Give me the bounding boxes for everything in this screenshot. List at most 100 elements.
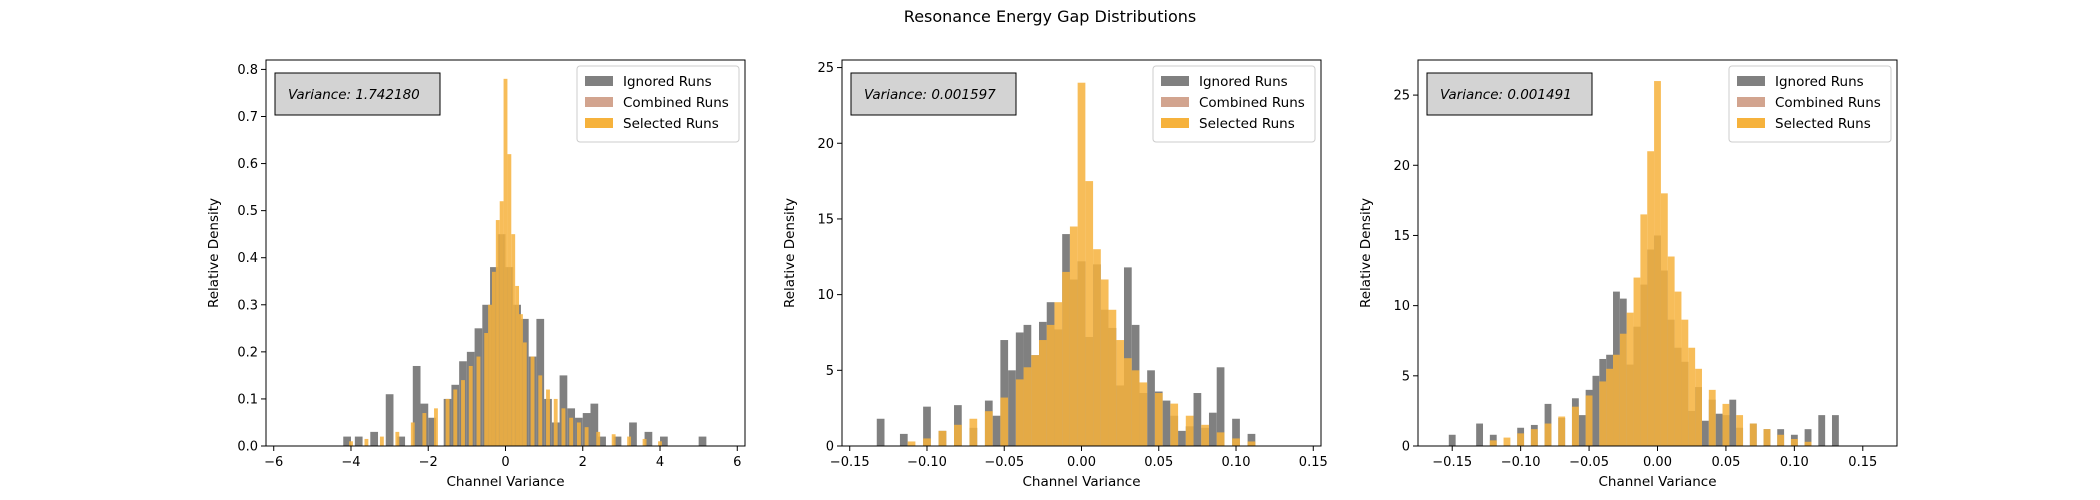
selected-bar <box>1216 432 1225 446</box>
selected-bar <box>938 430 947 446</box>
x-tick-label: 0.00 <box>1067 455 1096 470</box>
x-tick-label: 0.00 <box>1643 455 1672 470</box>
chart-panel-2: −0.15 −0.10 −0.05 0.00 0.05 0.10 0.15 0 5 10 15 20 2… <box>782 59 1328 490</box>
x-tick-label: −2 <box>419 455 438 470</box>
x-tick-label: 2 <box>579 455 587 470</box>
legend-label: Ignored Runs <box>1199 74 1288 90</box>
ignored-bar <box>876 418 885 446</box>
ignored-bar <box>613 436 622 446</box>
y-axis-label: Relative Density <box>782 198 798 308</box>
selected-bar <box>515 285 520 446</box>
selected-bar <box>561 408 566 446</box>
y-axis-label: Relative Density <box>1358 198 1374 308</box>
ignored-bar <box>1729 399 1737 446</box>
legend-swatch <box>585 118 613 128</box>
x-tick-label: −0.10 <box>1501 455 1541 470</box>
y-tick-label: 20 <box>817 137 834 152</box>
x-tick-label: −0.15 <box>1432 455 1472 470</box>
legend-swatch <box>585 97 613 107</box>
selected-bar <box>522 342 527 446</box>
x-tick-label: 0 <box>501 455 509 470</box>
selected-bar <box>468 365 473 446</box>
y-tick-label: 0.8 <box>237 63 258 78</box>
legend-swatch <box>1161 118 1189 128</box>
selected-bar <box>984 411 993 446</box>
selected-bar <box>1763 429 1771 446</box>
selected-bar <box>1558 416 1566 446</box>
legend-label: Selected Runs <box>1775 116 1871 132</box>
ignored-bar <box>629 422 637 446</box>
x-tick-label: −6 <box>264 455 283 470</box>
y-tick-label: 25 <box>1393 89 1410 104</box>
legend-swatch <box>1161 97 1189 107</box>
ignored-bar <box>1448 434 1456 446</box>
selected-bar <box>1749 423 1757 446</box>
selected-bar <box>1093 249 1101 446</box>
selected-bar <box>1023 367 1032 446</box>
y-tick-label: 5 <box>1402 369 1410 384</box>
selected-bar <box>1626 312 1634 446</box>
selected-bar <box>1633 277 1641 446</box>
x-axis-label: Channel Variance <box>1022 474 1140 490</box>
legend-label: Combined Runs <box>1775 95 1881 111</box>
selected-bar <box>1640 214 1648 446</box>
ignored-bar <box>343 436 351 446</box>
selected-bar <box>491 271 496 446</box>
selected-bar <box>1790 438 1798 446</box>
variance-box <box>1426 72 1593 116</box>
selected-bar <box>495 220 500 446</box>
selected-bar <box>1247 441 1256 446</box>
selected-bar <box>1154 393 1163 446</box>
selected-bar <box>1688 347 1696 446</box>
x-tick-label: 4 <box>656 455 664 470</box>
selected-bar <box>1170 403 1179 446</box>
selected-bar <box>1123 358 1132 446</box>
x-axis-label: Channel Variance <box>1598 474 1716 490</box>
selected-bar <box>1131 370 1140 446</box>
ignored-bar <box>1578 415 1586 446</box>
y-tick-label: 0.3 <box>237 298 258 313</box>
selected-bar <box>627 436 632 446</box>
legend-swatch <box>585 76 613 86</box>
ignored-bar <box>598 436 606 446</box>
x-tick-label: −4 <box>341 455 360 470</box>
selected-bar <box>1674 291 1682 446</box>
x-tick-label: −0.05 <box>984 455 1024 470</box>
ignored-bar <box>1208 412 1217 446</box>
selected-bar <box>584 427 589 446</box>
charts: −6 −4 −2 0 2 4 6 0.0 0.1 0.2 0.3 0.4 0.5 0.6 0.7 0.8 Cha… <box>206 59 1898 490</box>
selected-bar <box>954 424 962 446</box>
selected-bar <box>553 398 558 446</box>
legend-box <box>1728 65 1892 143</box>
figure-title: Resonance Energy Gap Distributions <box>904 7 1196 26</box>
y-tick-label: 15 <box>1393 229 1410 244</box>
legend-swatch <box>1161 76 1189 86</box>
selected-bar <box>530 356 535 446</box>
selected-bar <box>1046 324 1055 446</box>
x-tick-label: −0.15 <box>830 455 870 470</box>
selected-bar <box>642 438 647 446</box>
ignored-bar <box>1818 415 1826 446</box>
legend-label: Selected Runs <box>623 116 719 132</box>
ignored-bar <box>923 406 931 446</box>
legend-label: Ignored Runs <box>1775 74 1864 90</box>
y-tick-label: 15 <box>817 212 834 227</box>
selected-bar <box>1681 319 1689 446</box>
selected-bar <box>1585 395 1593 446</box>
selected-bar <box>1695 368 1702 446</box>
ignored-bar <box>1804 429 1812 446</box>
selected-bar <box>511 234 516 446</box>
x-tick-label: 0.15 <box>1848 455 1877 470</box>
x-axis-label: Channel Variance <box>446 474 564 490</box>
selected-bar <box>1139 382 1148 446</box>
selected-bar <box>611 434 616 446</box>
selected-bar <box>507 154 512 446</box>
selected-bar <box>453 389 458 446</box>
selected-bar <box>1777 434 1785 446</box>
ignored-bar <box>1178 430 1186 446</box>
ignored-bar <box>1232 418 1240 446</box>
ignored-bar <box>644 431 653 446</box>
x-tick-label: 0.10 <box>1222 455 1251 470</box>
y-tick-label: 25 <box>817 61 834 76</box>
selected-bar <box>546 389 550 446</box>
